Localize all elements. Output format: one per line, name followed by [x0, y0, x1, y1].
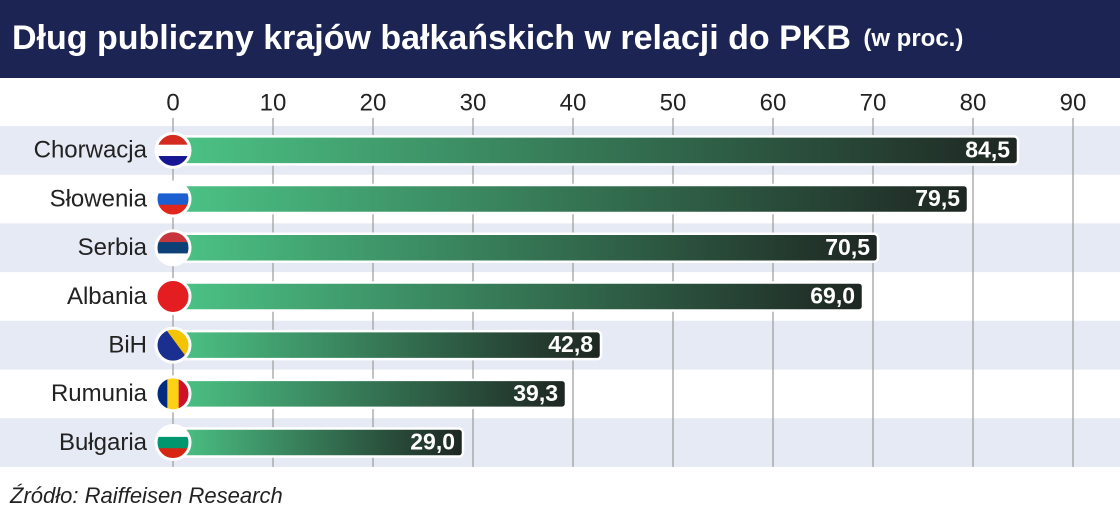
x-tick-label: 60 — [760, 89, 787, 116]
flag-border — [154, 375, 192, 413]
bar — [171, 232, 880, 263]
flag-part — [156, 242, 190, 254]
flag-part — [156, 156, 190, 168]
flag-part — [156, 230, 190, 243]
value-label: 39,3 — [513, 380, 558, 406]
flag-border — [154, 229, 192, 267]
x-tick-label: 50 — [660, 89, 687, 116]
x-tick-label: 10 — [260, 89, 287, 116]
chart-title-group: Dług publiczny krajów bałkańskich w rela… — [12, 19, 963, 57]
flag — [156, 425, 190, 460]
chart-title: Dług publiczny krajów bałkańskich w rela… — [12, 19, 851, 57]
category-label: BiH — [108, 331, 147, 358]
flag-border — [154, 277, 192, 315]
flag-part — [156, 193, 190, 206]
flag-part — [156, 133, 190, 146]
value-label: 70,5 — [825, 234, 870, 260]
title-band — [0, 0, 1120, 78]
x-tick-label: 0 — [166, 89, 179, 116]
value-label: 69,0 — [810, 283, 855, 309]
category-label: Rumunia — [51, 380, 148, 407]
flag-part — [156, 253, 190, 265]
flag-part — [156, 182, 190, 194]
flag — [156, 376, 190, 411]
bar — [171, 281, 865, 312]
unit-note: (w proc.) — [863, 25, 963, 52]
x-tick-label: 20 — [360, 89, 387, 116]
x-tick-label: 30 — [460, 89, 487, 116]
flag-part — [156, 144, 190, 157]
category-label: Chorwacja — [34, 137, 148, 164]
source: Źródło: Raiffeisen Research — [9, 483, 283, 508]
bar — [171, 183, 970, 215]
flag-border — [154, 424, 192, 462]
bar — [171, 135, 1020, 166]
flag — [156, 133, 190, 168]
flag-border — [154, 180, 192, 218]
flag-part — [167, 376, 180, 411]
flag — [156, 230, 190, 265]
flag-border — [154, 326, 192, 364]
category-label: Serbia — [78, 234, 148, 261]
flag-part — [165, 328, 190, 363]
value-label: 42,8 — [548, 331, 593, 357]
flag-part — [156, 425, 190, 438]
flag-part — [156, 436, 190, 449]
x-tick-label: 80 — [960, 89, 987, 116]
flag-part — [156, 376, 168, 411]
bar — [171, 329, 603, 361]
bar — [171, 378, 568, 410]
category-label: Albania — [67, 283, 148, 310]
flag-part — [178, 376, 190, 411]
flag-part — [156, 448, 190, 460]
value-label: 84,5 — [965, 136, 1010, 162]
flag-border — [154, 131, 192, 169]
value-label: 29,0 — [410, 429, 455, 455]
category-label: Słowenia — [50, 185, 148, 212]
x-tick-label: 40 — [560, 89, 587, 116]
value-label: 79,5 — [915, 185, 960, 211]
flag — [156, 182, 190, 217]
flag-part — [156, 204, 190, 217]
x-tick-label: 90 — [1060, 89, 1087, 116]
category-label: Bułgaria — [59, 429, 148, 456]
x-tick-label: 70 — [860, 89, 887, 116]
